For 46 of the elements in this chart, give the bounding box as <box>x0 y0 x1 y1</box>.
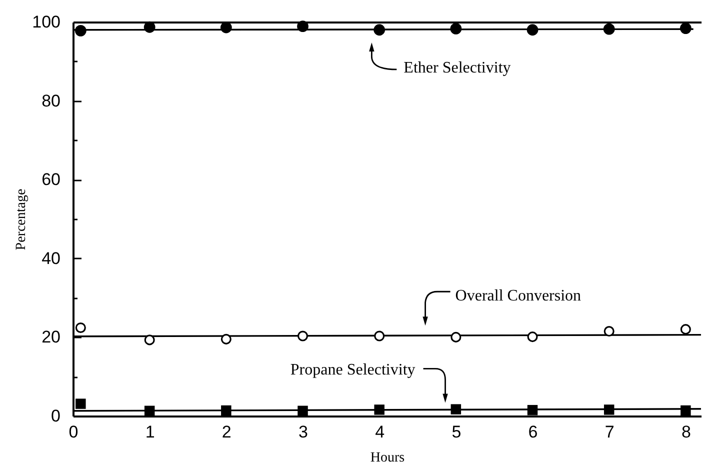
x-tick-label: 7 <box>604 422 614 442</box>
point <box>603 23 615 35</box>
point <box>297 20 308 32</box>
y-tick-label: 20 <box>42 328 60 347</box>
point <box>297 330 308 342</box>
x-tick-label: 1 <box>145 422 155 442</box>
point <box>298 406 308 416</box>
point <box>450 332 462 342</box>
y-tick-label: 100 <box>32 12 60 32</box>
point <box>604 326 614 337</box>
point <box>221 405 232 416</box>
annotation: Ether Selectivity <box>404 59 511 76</box>
point <box>604 404 614 415</box>
y-tick-label: 80 <box>42 91 60 110</box>
point <box>374 404 384 415</box>
point <box>220 334 232 344</box>
point <box>74 24 86 36</box>
point <box>526 24 538 36</box>
annotation: Propane Selectivity <box>290 362 416 379</box>
point <box>374 24 386 36</box>
y-tick-label: 0 <box>51 406 60 426</box>
point <box>527 404 538 416</box>
x-tick-label: 6 <box>528 422 538 442</box>
x-tick-label: 8 <box>681 422 691 442</box>
x-tick-label: 5 <box>452 422 462 442</box>
point <box>680 22 692 34</box>
x-tick-label: 4 <box>375 422 385 442</box>
x-tick-label: 3 <box>298 422 308 442</box>
point <box>75 322 86 334</box>
point <box>144 21 156 33</box>
y-tick-label: 60 <box>42 170 60 190</box>
point <box>144 334 155 346</box>
point <box>527 332 538 342</box>
y-axis-title: Percentage <box>14 188 30 250</box>
point <box>374 330 385 342</box>
annotation: Overall Conversion <box>455 288 582 305</box>
y-tick-label: 40 <box>42 248 60 268</box>
point <box>144 406 155 416</box>
point <box>76 398 86 409</box>
point <box>450 23 462 34</box>
x-tick-label: 0 <box>68 422 78 442</box>
point <box>680 324 691 335</box>
x-axis-title: Hours <box>370 450 405 462</box>
x-tick-label: 2 <box>222 422 232 442</box>
point <box>680 405 691 416</box>
point <box>450 404 462 414</box>
